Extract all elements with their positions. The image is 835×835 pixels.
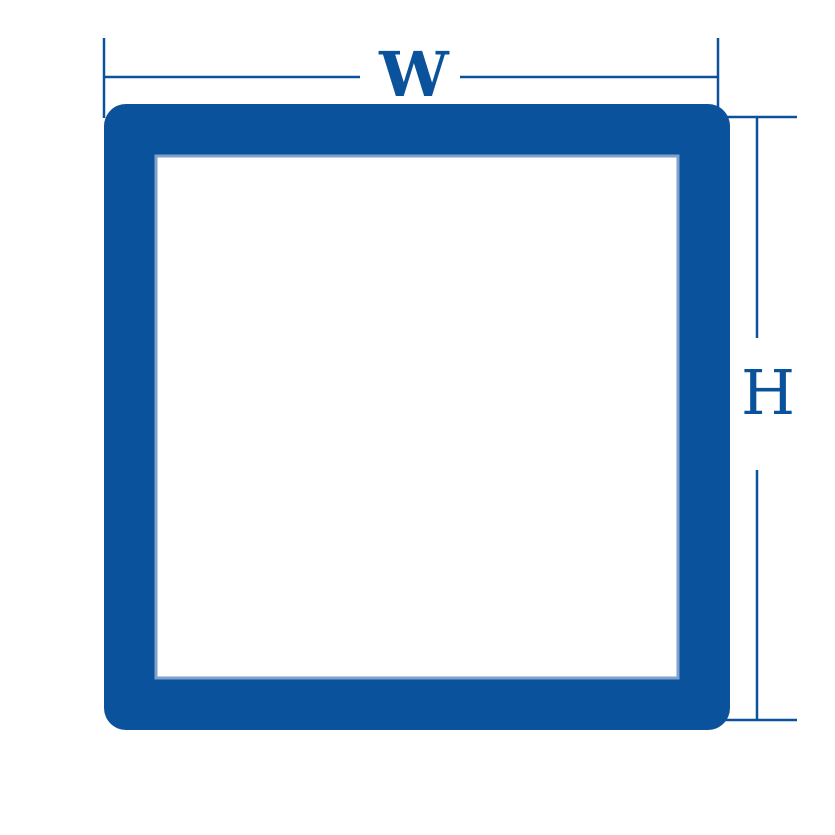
width-label: W	[378, 38, 450, 111]
width-dimension	[102, 38, 720, 118]
height-dimension	[725, 115, 797, 722]
tube-inner-hollow	[154, 154, 680, 680]
height-label: H	[741, 356, 795, 429]
